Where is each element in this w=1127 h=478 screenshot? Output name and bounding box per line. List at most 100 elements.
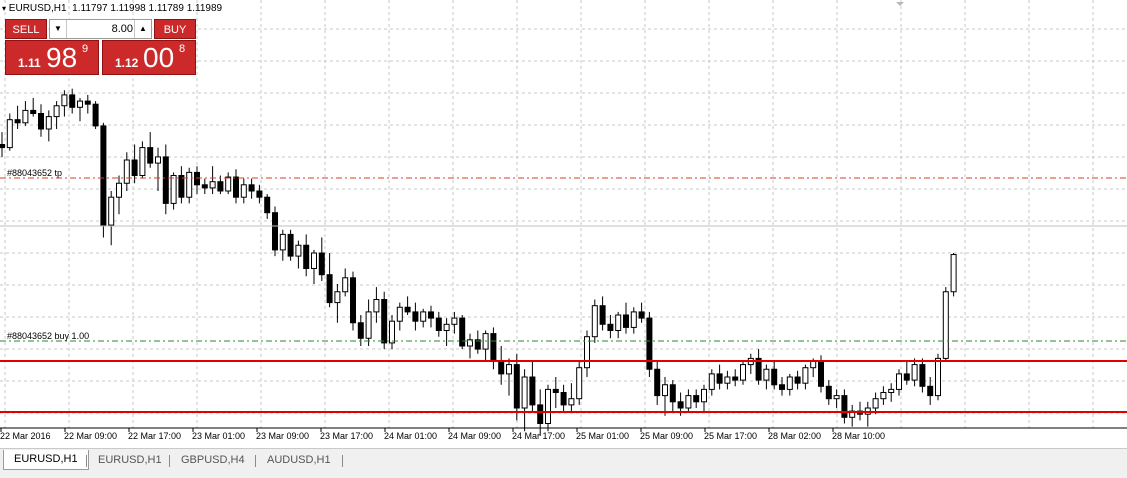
time-axis-label: 25 Mar 17:00 (704, 431, 758, 441)
candle-body (779, 384, 785, 390)
time-axis-label: 23 Mar 17:00 (320, 431, 374, 441)
tab-eurusd-h1[interactable]: EURUSD,H1 (98, 454, 162, 466)
buy-price-fraction: 8 (179, 43, 186, 55)
candle-body (389, 320, 395, 344)
candle-body (108, 196, 115, 226)
time-axis-label: 22 Mar 17:00 (128, 431, 182, 441)
buy-price-main: 00 (143, 42, 175, 73)
candle-body (513, 364, 520, 409)
chart-header-icon: ▾ (2, 4, 7, 13)
candle-body (248, 184, 255, 192)
candle-body (272, 212, 278, 251)
candle-body (92, 103, 99, 127)
candle-body (451, 317, 458, 325)
candle-body (529, 376, 536, 406)
sell-price-fraction: 9 (82, 43, 89, 55)
chart-symbol-timeframe: EURUSD,H1 (8, 3, 67, 14)
candle-body (170, 175, 177, 204)
tab-eurusd-h1-active[interactable]: EURUSD,H1 (3, 450, 89, 470)
candle-body (53, 105, 60, 118)
candle-body (888, 388, 895, 393)
candle-body (162, 156, 169, 204)
candle-body (217, 181, 224, 192)
candle-body (186, 171, 193, 198)
sell-price-button[interactable]: 1.11 98 9 (5, 40, 99, 75)
buy-price-button[interactable]: 1.12 00 8 (102, 40, 196, 75)
candle-body (498, 361, 505, 375)
candle-body (654, 368, 661, 397)
candle-body (155, 156, 161, 164)
time-axis-label: 23 Mar 09:00 (256, 431, 310, 441)
lot-size-input[interactable] (67, 21, 135, 37)
candle-body (950, 254, 957, 293)
time-axis-label: 25 Mar 01:00 (576, 431, 630, 441)
time-axis-label: 24 Mar 09:00 (448, 431, 502, 441)
lot-decrease-icon[interactable]: ▼ (50, 20, 67, 38)
candle-body (69, 94, 76, 108)
candle-body (677, 401, 684, 409)
candle-body (740, 364, 746, 381)
candle-body (84, 100, 91, 105)
sell-button[interactable]: SELL (5, 19, 47, 39)
candle-body (576, 367, 583, 400)
candle-body (802, 367, 809, 384)
time-axis-label: 24 Mar 17:00 (512, 431, 566, 441)
candle-body (646, 317, 653, 370)
lot-increase-icon[interactable]: ▲ (134, 20, 151, 38)
candle-body (240, 184, 247, 198)
buy-button[interactable]: BUY (154, 19, 196, 39)
candle-body (669, 384, 676, 403)
buy-price-prefix: 1.12 (115, 56, 139, 70)
tp-order-label: #88043652 tp (7, 168, 63, 178)
chart-shift-marker-icon[interactable] (896, 2, 904, 6)
candle-body (880, 392, 887, 400)
candle-body (209, 181, 216, 189)
candle-body (545, 388, 551, 424)
tab-gbpusd-h4[interactable]: GBPUSD,H4 (181, 454, 245, 466)
candle-body (591, 305, 598, 338)
time-axis-label: 28 Mar 02:00 (768, 431, 822, 441)
candle-body (350, 277, 356, 324)
candle-body (381, 299, 388, 344)
candle-body (716, 373, 723, 384)
candle-body (77, 100, 83, 108)
time-axis-label: 28 Mar 10:00 (832, 431, 886, 441)
candle-body (233, 176, 239, 198)
candle-body (584, 336, 590, 369)
candle-body (810, 361, 817, 369)
time-axis-label: 22 Mar 09:00 (64, 431, 118, 441)
candle-body (568, 398, 575, 406)
candle-body (521, 376, 528, 409)
candle-body (732, 376, 739, 381)
candle-body (287, 233, 294, 257)
candle-body (537, 404, 544, 424)
candle-body (701, 388, 707, 403)
candle-body (771, 368, 778, 386)
candle-body (763, 368, 770, 381)
candle-body (552, 388, 559, 393)
candle-body (474, 339, 481, 350)
one-click-trading-panel: SELL ▼ ▲ BUY 1.11 98 9 1.12 00 8 (5, 19, 196, 75)
candle-body (147, 147, 154, 164)
time-axis-label: 23 Mar 01:00 (192, 431, 246, 441)
candle-body (116, 182, 122, 198)
candle-body (123, 159, 130, 184)
tab-audusd-h1[interactable]: AUDUSD,H1 (267, 454, 331, 466)
candle-body (412, 311, 419, 322)
lot-size-control: ▼ ▲ (49, 19, 152, 39)
candle-body (459, 317, 466, 347)
time-axis-label: 25 Mar 09:00 (640, 431, 694, 441)
candle-body (903, 373, 910, 381)
tab-separator (86, 455, 87, 467)
candle-body (61, 94, 68, 107)
tab-separator (255, 455, 256, 467)
candle-body (100, 125, 107, 226)
candle-body (178, 175, 185, 198)
sell-price-prefix: 1.11 (18, 56, 41, 70)
candle-body (22, 109, 29, 124)
chart-header: ▾ EURUSD,H1 1.11797 1.11998 1.11789 1.11… (2, 3, 222, 14)
candle-body (256, 190, 263, 198)
sell-price-main: 98 (46, 42, 78, 73)
candle-body (311, 252, 317, 269)
candle-body (295, 244, 302, 257)
